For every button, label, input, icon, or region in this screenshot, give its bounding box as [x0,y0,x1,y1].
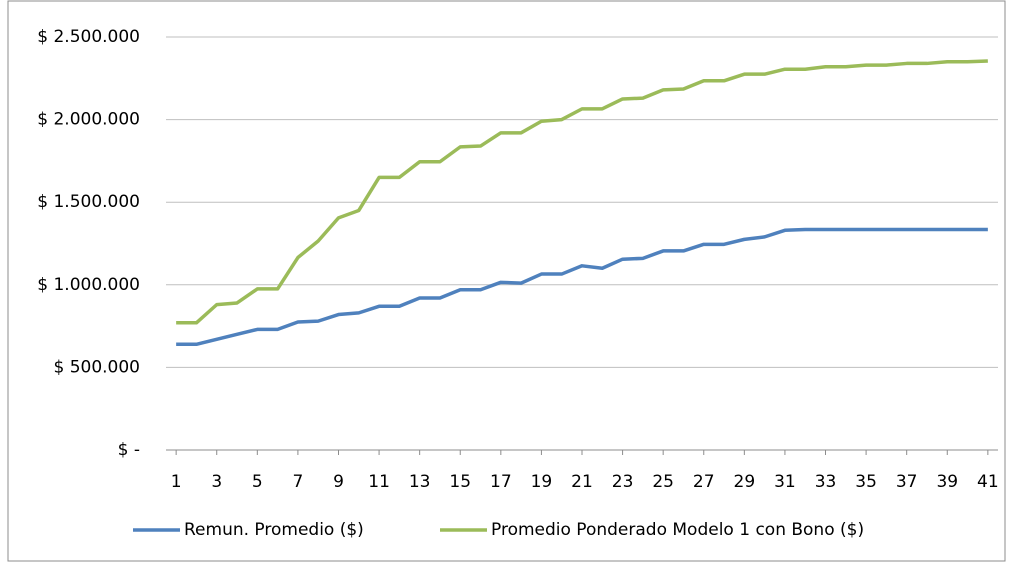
y-tick-label: $ 2.000.000 [37,110,140,130]
legend-label: Promedio Ponderado Modelo 1 con Bono ($) [491,520,864,540]
x-tick-label: 23 [612,472,634,492]
y-tick-label: $ 1.000.000 [37,275,140,295]
y-tick-label: $ - [118,440,140,460]
x-tick-label: 21 [571,472,593,492]
x-tick-label: 3 [211,472,222,492]
x-tick-label: 35 [855,472,877,492]
x-tick-label: 33 [815,472,837,492]
x-tick-label: 25 [652,472,674,492]
x-tick-label: 13 [409,472,431,492]
x-tick-label: 39 [936,472,958,492]
legend-label: Remun. Promedio ($) [184,520,364,540]
series-line [176,227,988,347]
x-tick-label: 9 [333,472,344,492]
x-tick-label: 37 [896,472,918,492]
y-tick-label: $ 2.500.000 [37,27,140,47]
x-tick-label: 5 [252,472,263,492]
y-tick-label: $ 500.000 [53,357,140,377]
x-tick-label: 1 [171,472,182,492]
x-tick-label: 17 [490,472,512,492]
x-tick-label: 7 [292,472,303,492]
x-tick-label: 29 [734,472,756,492]
x-tick-label: 15 [449,472,471,492]
x-tick-label: 31 [774,472,796,492]
x-tick-label: 27 [693,472,715,492]
y-tick-label: $ 1.500.000 [37,192,140,212]
x-tick-label: 11 [368,472,390,492]
series-line [176,59,988,325]
x-tick-label: 41 [977,472,999,492]
x-tick-label: 19 [531,472,553,492]
